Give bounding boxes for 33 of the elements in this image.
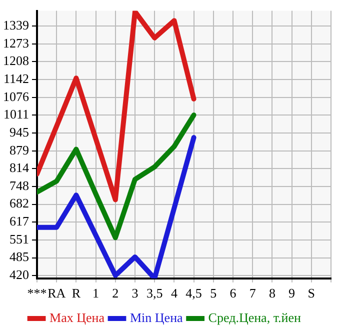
- legend-label: Сред.Цена, т.йен: [208, 310, 302, 325]
- x-tick-label: 3: [132, 286, 138, 301]
- x-tick-label: 8: [268, 286, 276, 301]
- y-tick-label: 945: [10, 124, 29, 140]
- y-tick-label: 1339: [3, 17, 29, 32]
- legend-label: Max Цена: [50, 310, 105, 325]
- x-tick-label: R: [72, 286, 81, 301]
- y-tick-label: 1011: [3, 106, 29, 122]
- x-tick-label: 1: [92, 286, 100, 301]
- y-tick-label: 682: [10, 196, 29, 211]
- x-tick-label: 2: [112, 286, 119, 301]
- x-tick-label: 4,5: [186, 286, 202, 301]
- x-tick-label: 3,5: [146, 286, 163, 301]
- y-tick-label: 1273: [3, 35, 29, 50]
- legend-label: Min Цена: [130, 310, 184, 325]
- x-tick-label: 7: [249, 286, 256, 301]
- y-tick-label: 1142: [3, 70, 29, 86]
- x-tick-label: RA: [48, 286, 66, 301]
- y-tick-label: 617: [10, 213, 30, 228]
- x-tick-label: 5: [210, 286, 217, 301]
- y-tick-label: 1208: [3, 52, 29, 68]
- y-tick-label: 420: [10, 266, 29, 282]
- x-tick-label: 9: [288, 286, 296, 301]
- y-tick-label: 485: [10, 249, 29, 264]
- y-tick-label: 1076: [3, 88, 30, 104]
- y-tick-label: 879: [10, 142, 29, 158]
- y-tick-label: 748: [10, 178, 29, 193]
- y-tick-label: 814: [10, 160, 30, 175]
- x-tick-label: S: [308, 286, 316, 301]
- x-tick-label: 4: [170, 286, 178, 301]
- x-tick-label: 6: [230, 286, 237, 301]
- x-tick-label: ***: [27, 286, 47, 301]
- y-tick-label: 551: [10, 231, 29, 246]
